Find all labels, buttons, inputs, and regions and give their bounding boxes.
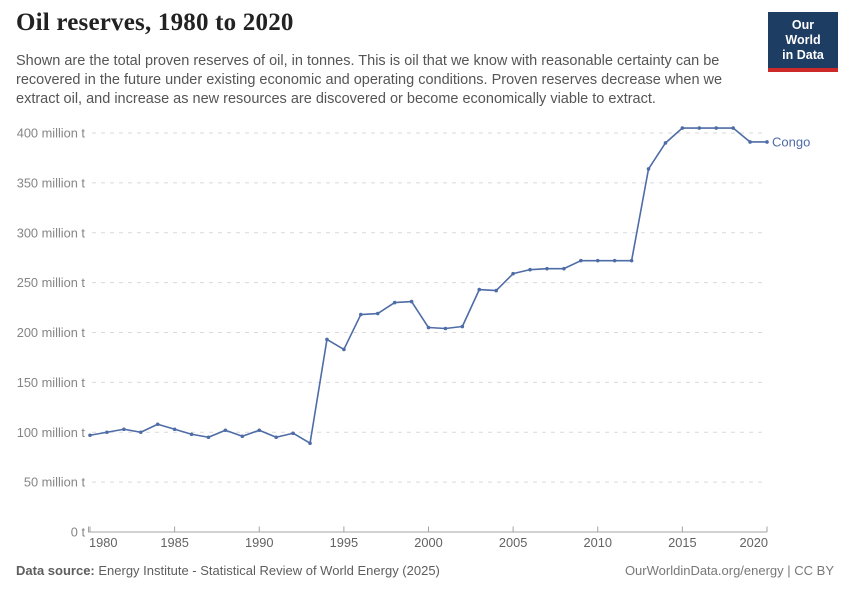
data-point: [477, 287, 482, 292]
owid-logo-line2: in Data: [782, 48, 824, 62]
data-point: [494, 288, 499, 293]
page-title: Oil reserves, 1980 to 2020: [16, 9, 294, 36]
y-axis-tick-label: 250 million t: [17, 275, 86, 290]
data-point: [172, 427, 177, 432]
data-point: [291, 431, 295, 436]
x-axis-tick-label: 2000: [414, 535, 442, 550]
data-point: [325, 337, 329, 342]
data-point: [612, 258, 617, 263]
data-source: Data source: Energy Institute - Statisti…: [16, 563, 440, 578]
x-axis-tick-label: 2015: [668, 535, 696, 550]
x-axis-tick-label: 1985: [160, 535, 188, 550]
data-point: [138, 430, 143, 435]
series-label: Congo: [772, 134, 810, 149]
data-point: [308, 441, 312, 446]
data-point: [460, 324, 465, 329]
y-axis-tick-label: 300 million t: [17, 225, 86, 240]
data-point: [528, 267, 532, 272]
data-point: [223, 428, 228, 433]
data-source-text: Energy Institute - Statistical Review of…: [94, 563, 440, 578]
data-point: [426, 325, 431, 330]
x-axis-tick-label: 2020: [740, 535, 768, 550]
data-source-label: Data source:: [16, 563, 95, 578]
data-point: [748, 140, 752, 144]
data-point: [105, 430, 109, 435]
data-point: [155, 422, 160, 427]
data-point: [697, 126, 702, 130]
data-point: [511, 271, 515, 276]
y-axis-tick-label: 400 million t: [17, 126, 86, 141]
x-axis-tick-label: 1980: [89, 535, 117, 550]
data-point: [122, 427, 126, 432]
x-axis-tick-label: 1990: [245, 535, 273, 550]
data-point: [646, 167, 651, 171]
data-point: [206, 435, 211, 440]
x-axis-tick-label: 2005: [499, 535, 527, 550]
data-point: [579, 258, 583, 263]
data-point: [714, 126, 719, 130]
data-point: [765, 140, 769, 144]
owid-logo-line1: Our World: [785, 18, 821, 47]
data-point: [375, 311, 380, 316]
x-axis-tick-label: 2010: [584, 535, 612, 550]
data-point: [274, 435, 278, 440]
data-point: [545, 266, 549, 271]
data-point: [629, 258, 634, 263]
chart-subtitle: Shown are the total proven reserves of o…: [16, 53, 723, 107]
data-point: [680, 126, 685, 130]
data-point: [359, 312, 363, 317]
data-point: [392, 300, 397, 305]
y-axis-tick-label: 50 million t: [24, 475, 86, 490]
data-point: [88, 433, 92, 438]
owid-logo: Our World in Data: [768, 12, 838, 72]
data-point: [409, 299, 414, 304]
data-point: [663, 141, 668, 145]
data-point: [189, 432, 194, 437]
data-point: [562, 266, 566, 271]
license-note: OurWorldinData.org/energy | CC BY: [624, 563, 834, 578]
series-line: [89, 127, 768, 445]
data-point: [342, 347, 346, 352]
data-point: [443, 326, 448, 331]
chart-footer: Data source: Energy Institute - Statisti…: [16, 563, 834, 578]
y-axis-tick-label: 150 million t: [17, 375, 86, 390]
y-axis-tick-label: 100 million t: [17, 425, 86, 440]
data-point: [595, 258, 600, 263]
y-axis-tick-label: 350 million t: [17, 175, 86, 190]
y-axis-tick-label: 0 t: [71, 525, 86, 540]
data-point: [240, 434, 245, 439]
y-axis-tick-label: 200 million t: [17, 325, 86, 340]
data-point: [257, 428, 262, 433]
x-axis-tick-label: 1995: [330, 535, 358, 550]
data-point: [731, 126, 735, 130]
